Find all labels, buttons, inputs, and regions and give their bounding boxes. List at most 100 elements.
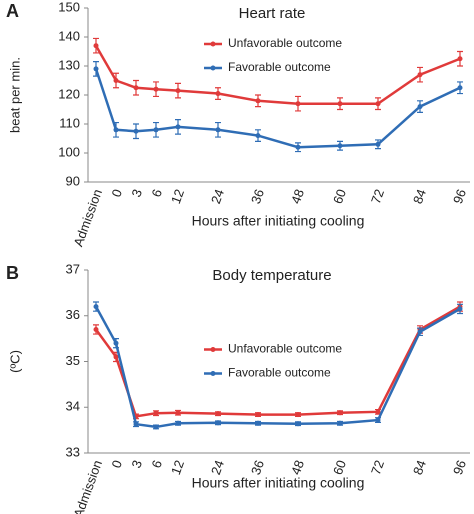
point	[215, 91, 221, 97]
point	[215, 127, 221, 133]
point	[417, 104, 423, 110]
panel-label: B	[6, 263, 19, 283]
point	[417, 72, 423, 78]
panel-label: A	[6, 1, 19, 21]
point	[375, 101, 381, 107]
y-tick-label: 33	[66, 444, 80, 459]
x-axis-label: Hours after initiating cooling	[192, 475, 365, 491]
legend-marker	[210, 371, 216, 376]
point	[417, 329, 423, 335]
series-line	[94, 68, 461, 149]
x-tick-label: 12	[168, 458, 187, 477]
y-tick-label: 37	[66, 261, 80, 276]
x-tick-label: Admission	[70, 458, 105, 514]
point	[255, 412, 261, 418]
chart-title: Body temperature	[212, 267, 331, 284]
y-tick-label: 150	[58, 0, 80, 14]
x-tick-label: 60	[330, 458, 349, 477]
legend-label: Unfavorable outcome	[228, 342, 342, 356]
point	[255, 133, 261, 139]
legend-marker	[210, 65, 216, 71]
point	[295, 421, 301, 427]
x-tick-label: 36	[248, 458, 267, 477]
y-tick-label: 140	[58, 28, 80, 43]
point	[457, 56, 463, 62]
x-tick-label: 48	[288, 458, 307, 477]
series-line	[94, 45, 461, 105]
legend-marker	[210, 41, 216, 47]
point	[113, 127, 119, 133]
x-tick-label: 72	[368, 187, 387, 206]
point	[295, 412, 301, 418]
point	[93, 66, 99, 72]
point	[295, 101, 301, 107]
point	[215, 420, 221, 426]
point	[133, 85, 139, 91]
point	[175, 124, 181, 130]
x-tick-label: 6	[148, 458, 165, 470]
point	[375, 141, 381, 147]
y-axis-label: (ºC)	[7, 350, 22, 373]
x-tick-label: 84	[410, 458, 429, 477]
legend-label: Favorable outcome	[228, 60, 331, 74]
legend-label: Unfavorable outcome	[228, 36, 342, 50]
x-axis-label: Hours after initiating cooling	[192, 213, 365, 229]
point	[375, 409, 381, 415]
y-tick-label: 35	[66, 353, 80, 368]
point	[153, 424, 159, 430]
x-tick-label: 36	[248, 187, 267, 206]
point	[295, 144, 301, 150]
x-tick-label: 24	[208, 187, 227, 206]
x-tick-label: 96	[450, 187, 469, 206]
x-tick-label: 48	[288, 187, 307, 206]
point	[133, 128, 139, 134]
point	[337, 143, 343, 149]
point	[113, 78, 119, 83]
legend-marker	[210, 347, 216, 352]
point	[93, 326, 99, 332]
x-tick-label: 72	[368, 458, 387, 477]
x-tick-label: 24	[208, 458, 227, 477]
y-tick-label: 120	[58, 86, 80, 101]
point	[175, 410, 181, 416]
y-tick-label: 90	[66, 173, 80, 188]
x-tick-label: 3	[128, 458, 145, 470]
point	[337, 410, 343, 416]
x-tick-label: 96	[450, 458, 469, 477]
y-tick-label: 36	[66, 307, 80, 322]
x-tick-label: 60	[330, 187, 349, 206]
point	[255, 420, 261, 426]
point	[153, 86, 159, 92]
point	[133, 421, 139, 427]
point	[93, 304, 99, 310]
point	[255, 98, 261, 104]
series-line	[94, 306, 461, 429]
x-tick-label: 12	[168, 187, 187, 206]
point	[175, 88, 181, 94]
y-tick-label: 34	[66, 399, 80, 414]
point	[153, 127, 159, 133]
x-tick-label: Admission	[70, 187, 105, 248]
y-tick-label: 100	[58, 144, 80, 159]
point	[153, 410, 159, 416]
point	[375, 417, 381, 423]
point	[457, 85, 463, 91]
x-tick-label: 0	[108, 187, 125, 199]
point	[93, 43, 99, 49]
point	[337, 101, 343, 107]
point	[175, 420, 181, 426]
legend-label: Favorable outcome	[228, 366, 331, 380]
x-tick-label: 6	[148, 187, 165, 199]
chart-title: Heart rate	[239, 5, 306, 22]
point	[215, 411, 221, 417]
point	[113, 354, 119, 360]
y-tick-label: 110	[59, 115, 80, 130]
x-tick-label: 3	[128, 187, 145, 199]
point	[337, 420, 343, 426]
y-tick-label: 130	[58, 57, 80, 72]
x-tick-label: 84	[410, 187, 429, 206]
point	[457, 306, 463, 312]
y-axis-label: beat per min.	[7, 57, 22, 133]
x-tick-label: 0	[108, 458, 125, 470]
